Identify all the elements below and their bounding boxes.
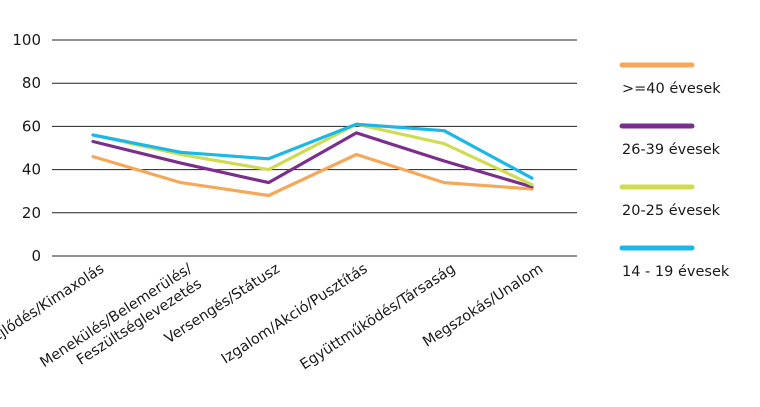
y-tick-label: 100	[12, 31, 41, 49]
legend-label: >=40 évesek	[622, 81, 721, 97]
grid-lines	[52, 39, 577, 257]
y-tick-label: 80	[22, 74, 41, 92]
y-tick-label: 0	[31, 247, 41, 265]
series-line-1	[91, 131, 534, 189]
y-tick-label: 60	[22, 117, 41, 135]
legend-label: 14 - 19 évesek	[622, 264, 730, 280]
x-category-label: Együttműködés/Társaság	[297, 261, 458, 373]
series-line-2	[91, 122, 534, 187]
x-tick-label-line: Izgalom/Akció/Pusztítás	[219, 261, 371, 367]
legend: >=40 évesek 26-39 évesek 20-25 évesek 14 - …	[619, 62, 730, 280]
series-line-3	[91, 122, 534, 180]
series-lines	[91, 122, 534, 198]
x-tick-label: Izgalom/Akció/Pusztítás	[219, 261, 371, 367]
legend-label: 26-39 évesek	[622, 142, 721, 158]
x-axis-labels: Fejlődés/KimaxolásMenekülés/Belemerülés/…	[0, 261, 546, 373]
x-category-label: Izgalom/Akció/Pusztítás	[219, 261, 371, 367]
x-tick-label-line: Menekülés/Belemerülés/	[37, 261, 195, 371]
y-tick-label: 20	[22, 204, 41, 222]
series-line-0	[91, 152, 534, 198]
x-tick-label: Együttműködés/Társaság	[297, 261, 458, 373]
y-axis-ticks: 0 20 40 60 80 100	[12, 31, 41, 265]
y-tick-label: 40	[22, 161, 41, 179]
legend-label: 20-25 évesek	[622, 203, 721, 219]
x-tick-label-line: Együttműködés/Társaság	[297, 261, 458, 373]
